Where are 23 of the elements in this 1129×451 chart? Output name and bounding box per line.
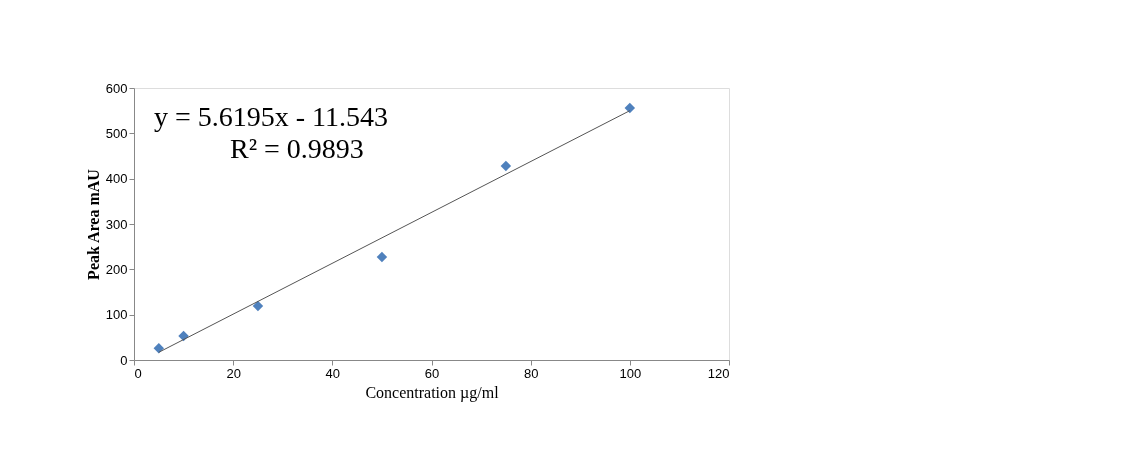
x-tick-label: 20 <box>226 365 241 381</box>
point <box>153 342 165 354</box>
x-tick-label: 60 <box>424 365 440 381</box>
y-tick-label: 400 <box>105 171 128 187</box>
point <box>252 300 264 312</box>
x-axis-title: Concentration µg/ml <box>365 383 500 402</box>
x-tick-label: 0 <box>134 365 142 381</box>
y-axis-title: Peak Area mAU <box>84 168 102 280</box>
point <box>624 102 636 114</box>
y-tick-label: 100 <box>105 307 128 323</box>
y-tick-label: 500 <box>105 125 128 141</box>
annotation: y = 5.6195x - 11.543 <box>154 101 389 132</box>
y-tick-label: 0 <box>120 352 128 368</box>
x-tick-label: 120 <box>707 365 730 381</box>
annotation: R² = 0.9893 <box>230 133 364 164</box>
point <box>376 251 388 263</box>
point <box>500 160 512 172</box>
x-tick-label: 40 <box>325 365 341 381</box>
x-tick-label: 80 <box>523 365 539 381</box>
x-tick-label: 100 <box>619 365 642 381</box>
y-tick-label: 600 <box>105 80 128 96</box>
y-tick-label: 300 <box>105 216 128 232</box>
y-tick-label: 200 <box>105 261 128 277</box>
